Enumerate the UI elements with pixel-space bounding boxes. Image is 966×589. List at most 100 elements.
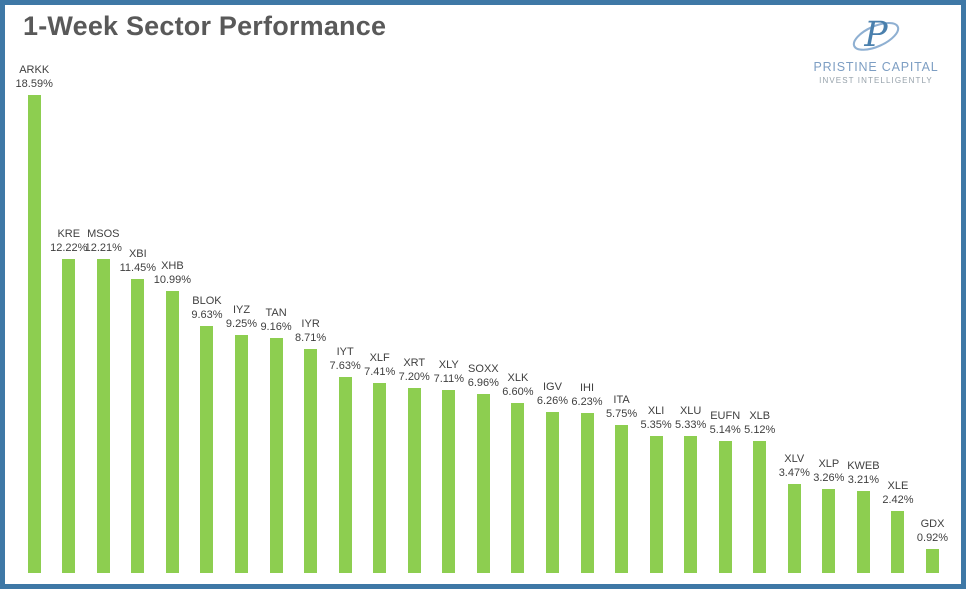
bar-label-xlv: XLV 3.47%	[754, 452, 834, 480]
bar-ticker-label: XLU	[679, 405, 702, 418]
bar-label-xlp: XLP 3.26%	[789, 457, 869, 485]
bar-xlp	[822, 489, 836, 573]
bar-ticker-label: XLP	[818, 458, 840, 471]
bar-ticker-label: BLOK	[192, 294, 222, 307]
bar-value-label: 9.16%	[260, 320, 292, 333]
bar-xhb	[165, 290, 179, 573]
bar-value-label: 12.22%	[50, 241, 88, 254]
bar-value-label: 7.11%	[433, 373, 464, 386]
bar-value-label: 3.26%	[813, 472, 845, 485]
bar-label-ihi: IHI 6.23%	[547, 381, 627, 409]
bar-value-label: 5.14%	[709, 423, 741, 436]
bar-igv	[545, 412, 559, 573]
bar-ticker-label: KRE	[57, 227, 81, 240]
bar-value-label: 11.45%	[119, 261, 157, 274]
bar-value-label: 10.99%	[153, 273, 192, 286]
bar-ticker-label: XBI	[128, 247, 147, 260]
bar-arkk	[27, 95, 41, 573]
bar-value-label: 5.75%	[605, 408, 638, 421]
bar-label-eufn: EUFN 5.14%	[685, 409, 765, 437]
bar-ticker-label: MSOS	[87, 228, 120, 241]
bar-ticker-label: GDX	[920, 518, 945, 531]
bar-value-label: 3.21%	[847, 473, 879, 486]
bar-label-xlk: XLK 6.60%	[478, 371, 558, 399]
bar-value-label: 0.92%	[916, 532, 949, 545]
bar-value-label: 7.63%	[329, 359, 361, 372]
bar-ticker-label: TAN	[265, 306, 287, 319]
bar-gdx	[926, 549, 939, 573]
bar-ticker-label: IYT	[336, 345, 354, 358]
bar-ticker-label: XLY	[438, 359, 459, 372]
pristine-capital-logo: P PRISTINE CAPITAL INVEST INTELLIGENTLY	[797, 9, 955, 85]
bar-label-kre: KRE 12.22%	[29, 227, 109, 255]
bar-ticker-label: KWEB	[847, 459, 880, 472]
bar-value-label: 6.96%	[467, 377, 499, 390]
bar-value-label: 6.23%	[571, 395, 603, 408]
bar-label-xrt: XRT 7.20%	[374, 356, 454, 384]
bar-label-msos: MSOS 12.21%	[63, 227, 143, 255]
bar-label-xhb: XHB 10.99%	[132, 259, 212, 287]
bar-label-xbi: XBI 11.45%	[98, 247, 178, 275]
bar-ticker-label: XLV	[784, 452, 805, 465]
bar-soxx	[476, 394, 490, 573]
bar-ticker-label: SOXX	[468, 363, 499, 376]
bar-label-blok: BLOK 9.63%	[167, 294, 247, 322]
bar-label-ita: ITA 5.75%	[582, 393, 662, 421]
bar-value-label: 9.25%	[225, 318, 258, 331]
bar-value-label: 3.47%	[778, 466, 810, 479]
page-title: 1-Week Sector Performance	[23, 11, 387, 41]
bar-ticker-label: XLI	[647, 404, 665, 417]
bar-value-label: 9.63%	[191, 308, 223, 321]
bar-label-iyz: IYZ 9.25%	[202, 303, 282, 331]
bar-value-label: 12.21%	[84, 242, 122, 255]
bar-label-kweb: KWEB 3.21%	[823, 459, 903, 487]
bar-ticker-label: IYZ	[232, 304, 251, 317]
bar-label-soxx: SOXX 6.96%	[443, 362, 523, 390]
bar-xlk	[511, 403, 525, 573]
bar-ticker-label: ARKK	[19, 64, 50, 77]
bar-xly	[442, 390, 456, 573]
logo-monogram-icon: P	[852, 15, 900, 55]
bar-value-label: 18.59%	[15, 78, 53, 91]
bar-ticker-label: ITA	[613, 394, 630, 407]
bar-label-gdx: GDX 0.92%	[893, 517, 962, 545]
bar-ticker-label: XHB	[161, 259, 184, 272]
bar-xlf	[373, 382, 387, 573]
bar-kre	[62, 258, 76, 573]
bar-value-label: 6.26%	[536, 395, 569, 408]
bar-ticker-label: XRT	[403, 356, 426, 369]
bar-label-igv: IGV 6.26%	[512, 380, 592, 408]
bar-ita	[615, 425, 629, 573]
bar-xbi	[131, 278, 145, 573]
bar-iyz	[235, 335, 248, 573]
bar-iyt	[338, 376, 352, 573]
bar-eufn	[718, 440, 732, 573]
bar-ticker-label: IGV	[542, 381, 562, 394]
bar-ticker-label: EUFN	[710, 409, 741, 422]
bar-label-xli: XLI 5.35%	[616, 404, 696, 432]
bar-xli	[649, 435, 663, 573]
bar-value-label: 5.33%	[675, 419, 707, 432]
bar-blok	[200, 325, 214, 573]
bar-ticker-label: IHI	[579, 381, 595, 394]
bar-ihi	[580, 412, 594, 573]
logo-tagline: INVEST INTELLIGENTLY	[819, 76, 933, 85]
bar-msos	[96, 259, 110, 573]
bar-label-xlf: XLF 7.41%	[340, 351, 420, 379]
bar-label-xle: XLE 2.42%	[858, 479, 938, 507]
logo-name: PRISTINE CAPITAL	[813, 60, 939, 74]
bar-value-label: 5.12%	[744, 424, 776, 437]
bar-label-iyt: IYT 7.63%	[305, 345, 385, 373]
bar-ticker-label: XLB	[749, 410, 771, 423]
bar-label-iyr: IYR 8.71%	[271, 317, 351, 345]
bar-value-label: 2.42%	[882, 493, 914, 506]
bar-tan	[269, 337, 283, 573]
svg-text:P: P	[863, 15, 888, 55]
bar-label-arkk: ARKK 18.59%	[5, 63, 74, 91]
bar-kweb	[856, 490, 870, 573]
bar-ticker-label: XLE	[887, 479, 909, 492]
bar-value-label: 5.35%	[640, 418, 672, 431]
bar-chart: ARKK 18.59% KRE 12.22% MSOS 12.21% XBI 11.45% XH…	[5, 5, 961, 584]
bar-value-label: 8.71%	[294, 332, 327, 345]
